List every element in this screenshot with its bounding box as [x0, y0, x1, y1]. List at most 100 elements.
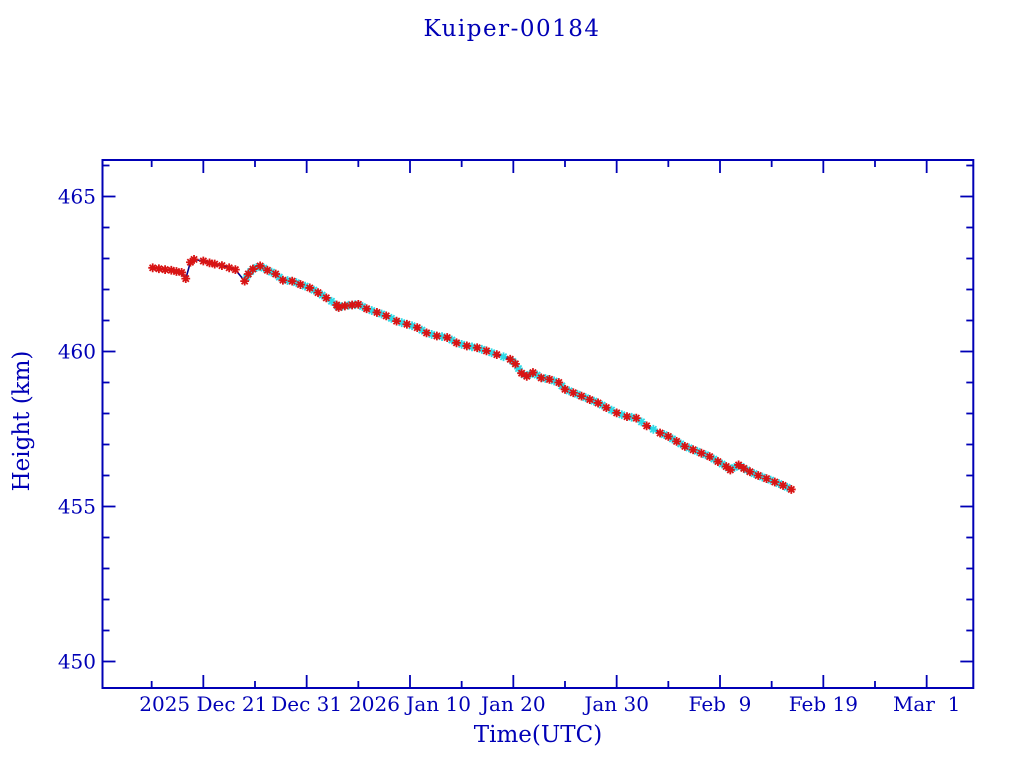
data-point-height-observed — [442, 333, 452, 342]
data-point-height-observed — [786, 485, 796, 494]
data-point-height-secondary — [487, 348, 497, 358]
data-point-height-observed — [334, 303, 344, 312]
y-tick-label: 460 — [58, 340, 96, 364]
data-point-height-observed — [392, 316, 401, 326]
data-point-height-observed — [321, 293, 331, 303]
data-point-height-secondary — [377, 309, 386, 319]
data-point-height-observed — [452, 338, 461, 348]
data-point-height-observed — [642, 421, 652, 431]
data-point-height-observed — [210, 259, 220, 269]
data-point-height-secondary — [467, 342, 477, 352]
data-point-height-observed — [205, 258, 214, 268]
data-point-height-observed — [432, 331, 442, 341]
data-point-height-observed — [545, 375, 554, 384]
data-point-height-observed — [362, 304, 371, 314]
data-point-height-secondary — [437, 332, 447, 342]
data-point-height-secondary — [627, 412, 637, 422]
data-point-height-observed — [762, 474, 771, 483]
data-point-height-observed — [217, 261, 227, 271]
data-point-height-secondary — [774, 479, 784, 488]
data-point-height-observed — [522, 371, 532, 381]
data-point-height-secondary — [447, 335, 457, 345]
data-point-height-observed — [224, 263, 234, 273]
data-point-height-secondary — [730, 463, 739, 472]
data-point-height-secondary — [549, 376, 559, 386]
data-point-height-observed — [271, 269, 281, 279]
y-axis-title: Height (km) — [9, 350, 35, 492]
x-tick-label: Jan 30 — [582, 692, 649, 716]
data-point-height-observed — [248, 264, 258, 274]
data-point-height-observed — [255, 261, 265, 271]
data-point-height-observed — [402, 319, 412, 329]
plot-box — [101, 159, 975, 689]
data-point-height-observed — [462, 341, 472, 351]
data-point-height-observed — [340, 301, 350, 311]
data-point-height-secondary — [749, 469, 759, 479]
data-point-height-secondary — [242, 273, 251, 282]
data-point-height-observed — [510, 359, 520, 369]
data-point-height-secondary — [397, 318, 407, 328]
data-point-height-observed — [517, 368, 526, 378]
data-point-height-observed — [243, 269, 253, 279]
data-point-height-secondary — [283, 276, 292, 285]
data-point-height-observed — [721, 462, 731, 471]
data-point-height-observed — [585, 395, 595, 404]
data-point-height-secondary — [564, 386, 574, 396]
y-tick-label: 455 — [58, 495, 96, 519]
data-point-height-observed — [577, 391, 586, 401]
data-point-height-observed — [680, 441, 690, 451]
data-point-height-secondary — [589, 396, 599, 406]
data-point-height-secondary — [477, 344, 487, 354]
data-point-height-observed — [278, 275, 288, 285]
data-point-height-observed — [172, 267, 181, 276]
data-point-height-observed — [593, 398, 603, 408]
x-tick-label: Feb 9 — [689, 692, 752, 716]
data-point-height-secondary — [358, 302, 367, 311]
data-point-height-secondary — [581, 393, 591, 403]
data-point-height-observed — [166, 265, 176, 275]
data-point-height-observed — [753, 471, 763, 480]
data-point-height-observed — [412, 323, 422, 333]
data-point-height-secondary — [259, 263, 269, 273]
data-point-height-observed — [713, 457, 723, 466]
data-point-height-observed — [601, 403, 611, 413]
data-point-height-secondary — [684, 443, 694, 453]
data-point-height-secondary — [386, 313, 396, 323]
data-point-height-secondary — [427, 330, 437, 339]
data-point-height-observed — [734, 460, 743, 470]
data-point-height-secondary — [274, 272, 284, 282]
data-point-height-observed — [536, 373, 546, 383]
data-point-height-observed — [705, 452, 715, 461]
x-tick-label: Mar 1 — [893, 692, 960, 716]
data-point-height-secondary — [532, 370, 542, 380]
data-point-height-secondary — [617, 410, 627, 420]
data-point-height-observed — [778, 481, 788, 490]
data-point-height-secondary — [701, 450, 710, 460]
data-point-height-observed — [770, 477, 780, 487]
data-point-height-secondary — [717, 459, 727, 469]
data-point-height-observed — [725, 465, 735, 475]
data-point-height-observed — [560, 384, 570, 394]
data-point-height-secondary — [668, 434, 677, 444]
x-tick-label: Dec 31 — [271, 692, 342, 716]
data-point-height-secondary — [327, 296, 336, 306]
data-point-height-secondary — [514, 364, 523, 373]
data-point-height-observed — [372, 308, 382, 317]
data-point-height-observed — [160, 265, 170, 275]
data-point-height-observed — [663, 432, 673, 441]
data-point-height-observed — [528, 368, 538, 377]
data-point-height-secondary — [648, 424, 658, 434]
data-point-height-observed — [287, 276, 297, 286]
data-point-height-observed — [154, 264, 164, 274]
data-point-height-observed — [381, 311, 391, 321]
data-point-height-observed — [672, 437, 681, 446]
data-point-height-observed — [655, 428, 665, 438]
data-point-height-secondary — [659, 430, 669, 439]
data-point-height-secondary — [782, 482, 792, 492]
data-point-height-observed — [482, 346, 491, 356]
y-tick-label: 450 — [58, 650, 96, 674]
data-point-height-secondary — [407, 321, 417, 331]
data-point-height-secondary — [417, 325, 427, 335]
data-point-height-observed — [296, 280, 305, 289]
